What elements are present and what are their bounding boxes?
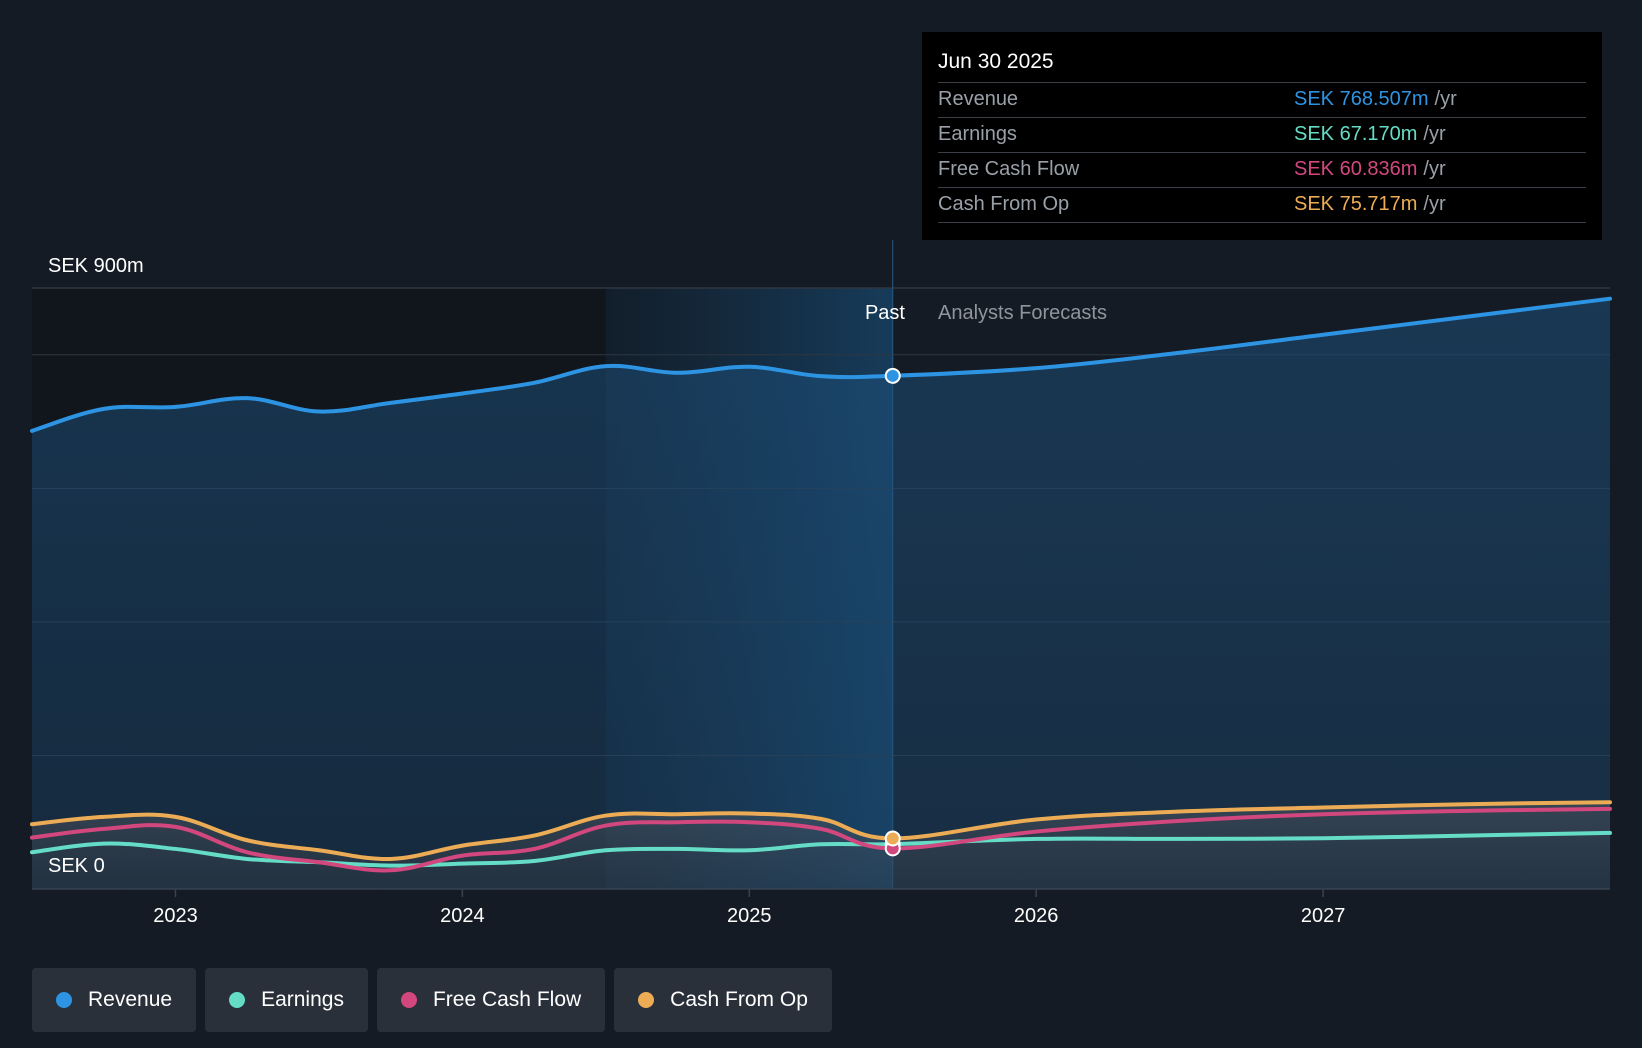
legend-label: Cash From Op — [670, 988, 808, 1011]
cash-from-op-line — [30, 800, 1612, 861]
earnings-line — [30, 830, 1612, 868]
tooltip-value: SEK 75.717m — [1294, 193, 1418, 215]
y-axis-top-label: SEK 900m — [48, 255, 144, 277]
revenue-marker — [884, 367, 901, 384]
tooltip-row-revenue: Revenue SEK 768.507m /yr — [938, 83, 1586, 118]
x-tick-label: 2024 — [440, 905, 485, 927]
tooltip-label: Earnings — [938, 123, 1017, 145]
x-tick-label: 2025 — [727, 905, 772, 927]
x-tick-label: 2027 — [1301, 905, 1346, 927]
fcf-dot-icon — [400, 992, 417, 1008]
tooltip-row-cfo: Cash From Op SEK 75.717m /yr — [938, 188, 1586, 223]
cfo-marker — [884, 830, 901, 847]
tooltip-unit: /yr — [1434, 88, 1457, 110]
tooltip: Jun 30 2025 Revenue SEK 768.507m /yr Ear… — [922, 32, 1602, 240]
x-tick-label: 2023 — [153, 905, 198, 927]
tooltip-value: SEK 60.836m — [1294, 158, 1418, 180]
legend-item-revenue[interactable]: Revenue — [32, 968, 197, 1032]
tooltip-unit: /yr — [1423, 123, 1446, 145]
tooltip-value: SEK 768.507m — [1294, 88, 1429, 110]
legend-item-earnings[interactable]: Earnings — [205, 968, 368, 1032]
revenue-area — [32, 298, 1610, 889]
tooltip-unit: /yr — [1423, 193, 1446, 215]
tooltip-date: Jun 30 2025 — [938, 46, 1586, 83]
legend-item-cfo[interactable]: Cash From Op — [614, 968, 832, 1032]
y-axis-bottom-label: SEK 0 — [48, 855, 105, 877]
x-tick-label: 2026 — [1014, 905, 1059, 927]
tooltip-value: SEK 67.170m — [1294, 123, 1418, 145]
past-label: Past — [865, 302, 905, 324]
revenue-dot-icon — [56, 992, 72, 1008]
free-cash-flow-line — [30, 806, 1612, 873]
cfo-dot-icon — [638, 992, 655, 1008]
tooltip-label: Cash From Op — [938, 193, 1070, 215]
legend-label: Free Cash Flow — [432, 988, 582, 1011]
tooltip-row-fcf: Free Cash Flow SEK 60.836m /yr — [938, 153, 1586, 188]
revenue-line — [30, 296, 1612, 433]
legend-label: Earnings — [261, 988, 344, 1011]
forecast-label: Analysts Forecasts — [938, 302, 1107, 324]
tooltip-row-earnings: Earnings SEK 67.170m /yr — [938, 118, 1586, 153]
tooltip-label: Free Cash Flow — [938, 158, 1080, 180]
legend-item-fcf[interactable]: Free Cash Flow — [376, 968, 606, 1032]
tooltip-unit: /yr — [1423, 158, 1446, 180]
earnings-dot-icon — [229, 992, 246, 1008]
legend: Revenue Earnings Free Cash Flow Cash Fro… — [32, 968, 832, 1032]
legend-label: Revenue — [88, 988, 173, 1011]
tooltip-label: Revenue — [938, 88, 1019, 110]
